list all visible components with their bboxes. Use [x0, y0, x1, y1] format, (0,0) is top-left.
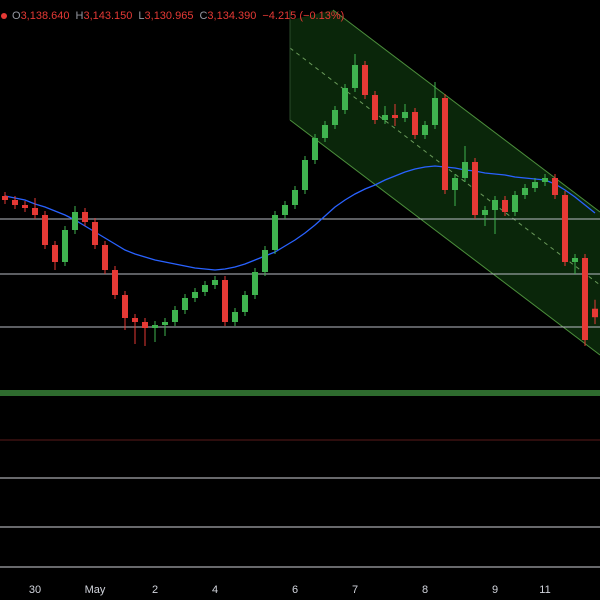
ohlc-value: 3,143.150 [83, 10, 132, 22]
status-dot [1, 13, 7, 19]
candle-body [482, 210, 488, 215]
ohlc-change: −4.215 (−0.13%) [262, 10, 344, 22]
candle-body [332, 110, 338, 125]
candle-body [502, 200, 508, 212]
candle-body [452, 178, 458, 190]
candle-body [422, 125, 428, 135]
candle-body [22, 205, 28, 208]
candle-body [162, 322, 168, 325]
ohlc-header: O3,138.640 H3,143.150 L3,130.965 C3,134.390… [12, 10, 344, 22]
candle-body [12, 200, 18, 205]
candle-body [202, 285, 208, 292]
panel-divider [0, 390, 600, 396]
candle-body [52, 245, 58, 262]
candle-body [222, 280, 228, 322]
candle-body [412, 112, 418, 135]
x-tick-label: 6 [292, 584, 298, 596]
candle-body [122, 295, 128, 318]
candle-body [372, 95, 378, 120]
ohlc-key: O [12, 10, 21, 22]
candle-body [282, 205, 288, 215]
ohlc-key: L [138, 10, 144, 22]
candle-body [62, 230, 68, 262]
candle-body [442, 98, 448, 190]
moving-average [4, 165, 596, 271]
channel-bottom [289, 119, 600, 356]
candle-body [272, 215, 278, 250]
candle-body [152, 325, 158, 328]
candle-body [132, 318, 138, 322]
candle-body [312, 138, 318, 160]
candle-body [2, 196, 8, 200]
candle-body [32, 208, 38, 215]
candle-body [292, 190, 298, 205]
candle-body [432, 98, 438, 125]
candle-body [562, 195, 568, 262]
x-tick-label: 30 [29, 584, 41, 596]
candle-body [212, 280, 218, 285]
x-tick-label: 9 [492, 584, 498, 596]
candle-body [232, 312, 238, 322]
candle-body [552, 178, 558, 195]
candle-body [492, 200, 498, 210]
x-tick-label: 4 [212, 584, 218, 596]
candle-body [462, 162, 468, 178]
candle-body [362, 65, 368, 95]
candle-body [192, 292, 198, 298]
candle-body [592, 308, 598, 318]
candle-body [532, 182, 538, 188]
candle-body [512, 195, 518, 212]
candle-body [182, 298, 188, 310]
candle-body [112, 270, 118, 295]
ohlc-value: 3,138.640 [21, 10, 70, 22]
candle-body [92, 222, 98, 245]
candle-body [322, 125, 328, 138]
candle-body [472, 162, 478, 215]
candle-body [252, 272, 258, 295]
x-tick-label: 2 [152, 584, 158, 596]
candle-body [542, 178, 548, 182]
ohlc-value: 3,130.965 [145, 10, 194, 22]
candle-body [352, 65, 358, 88]
candle-body [42, 215, 48, 245]
ohlc-value: 3,134.390 [207, 10, 256, 22]
x-tick-label: 8 [422, 584, 428, 596]
candle-body [342, 88, 348, 110]
plot [0, 54, 600, 346]
x-tick-label: 7 [352, 584, 358, 596]
candle-body [72, 212, 78, 230]
candle-body [242, 295, 248, 312]
candle-body [582, 258, 588, 340]
candle-body [172, 310, 178, 322]
candle-body [572, 258, 578, 262]
ohlc-key: H [76, 10, 84, 22]
candle-body [102, 245, 108, 270]
candle-body [522, 188, 528, 195]
candle-body [142, 322, 148, 328]
candle-body [402, 112, 408, 118]
candle-body [302, 160, 308, 190]
candle-body [382, 115, 388, 120]
candle-body [82, 212, 88, 222]
x-tick-label: 11 [539, 584, 550, 596]
x-tick-label: May [85, 584, 106, 596]
ohlc-key: C [199, 10, 207, 22]
candle-body [262, 250, 268, 272]
candle-body [392, 115, 398, 118]
